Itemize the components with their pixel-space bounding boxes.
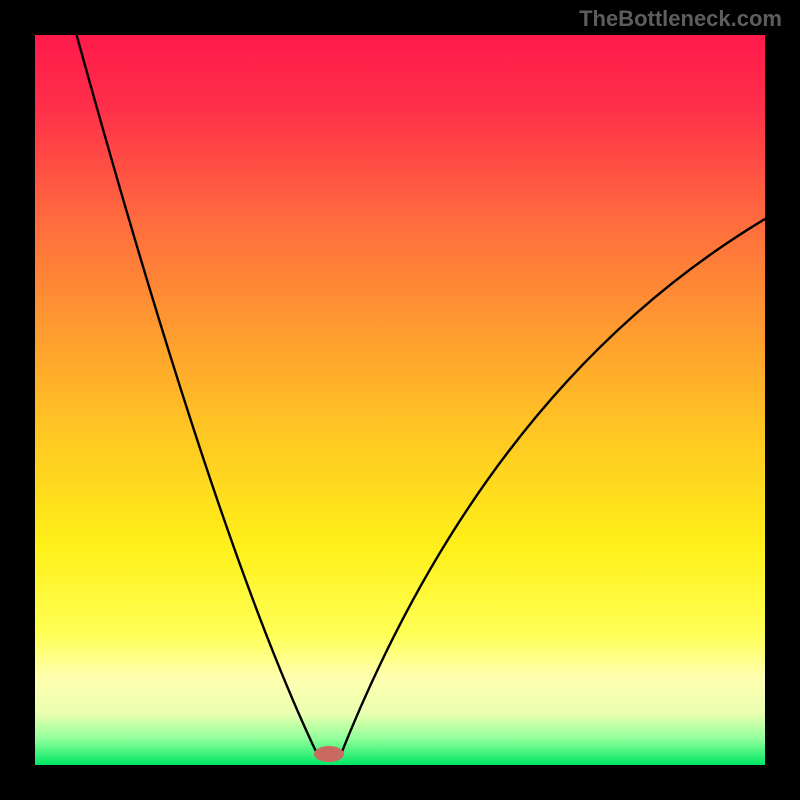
watermark-text: TheBottleneck.com — [579, 6, 782, 32]
curve-right-branch — [340, 219, 765, 756]
curve-left-branch — [77, 35, 319, 756]
bottleneck-curve — [35, 35, 765, 765]
chart-plot-area — [35, 35, 765, 765]
